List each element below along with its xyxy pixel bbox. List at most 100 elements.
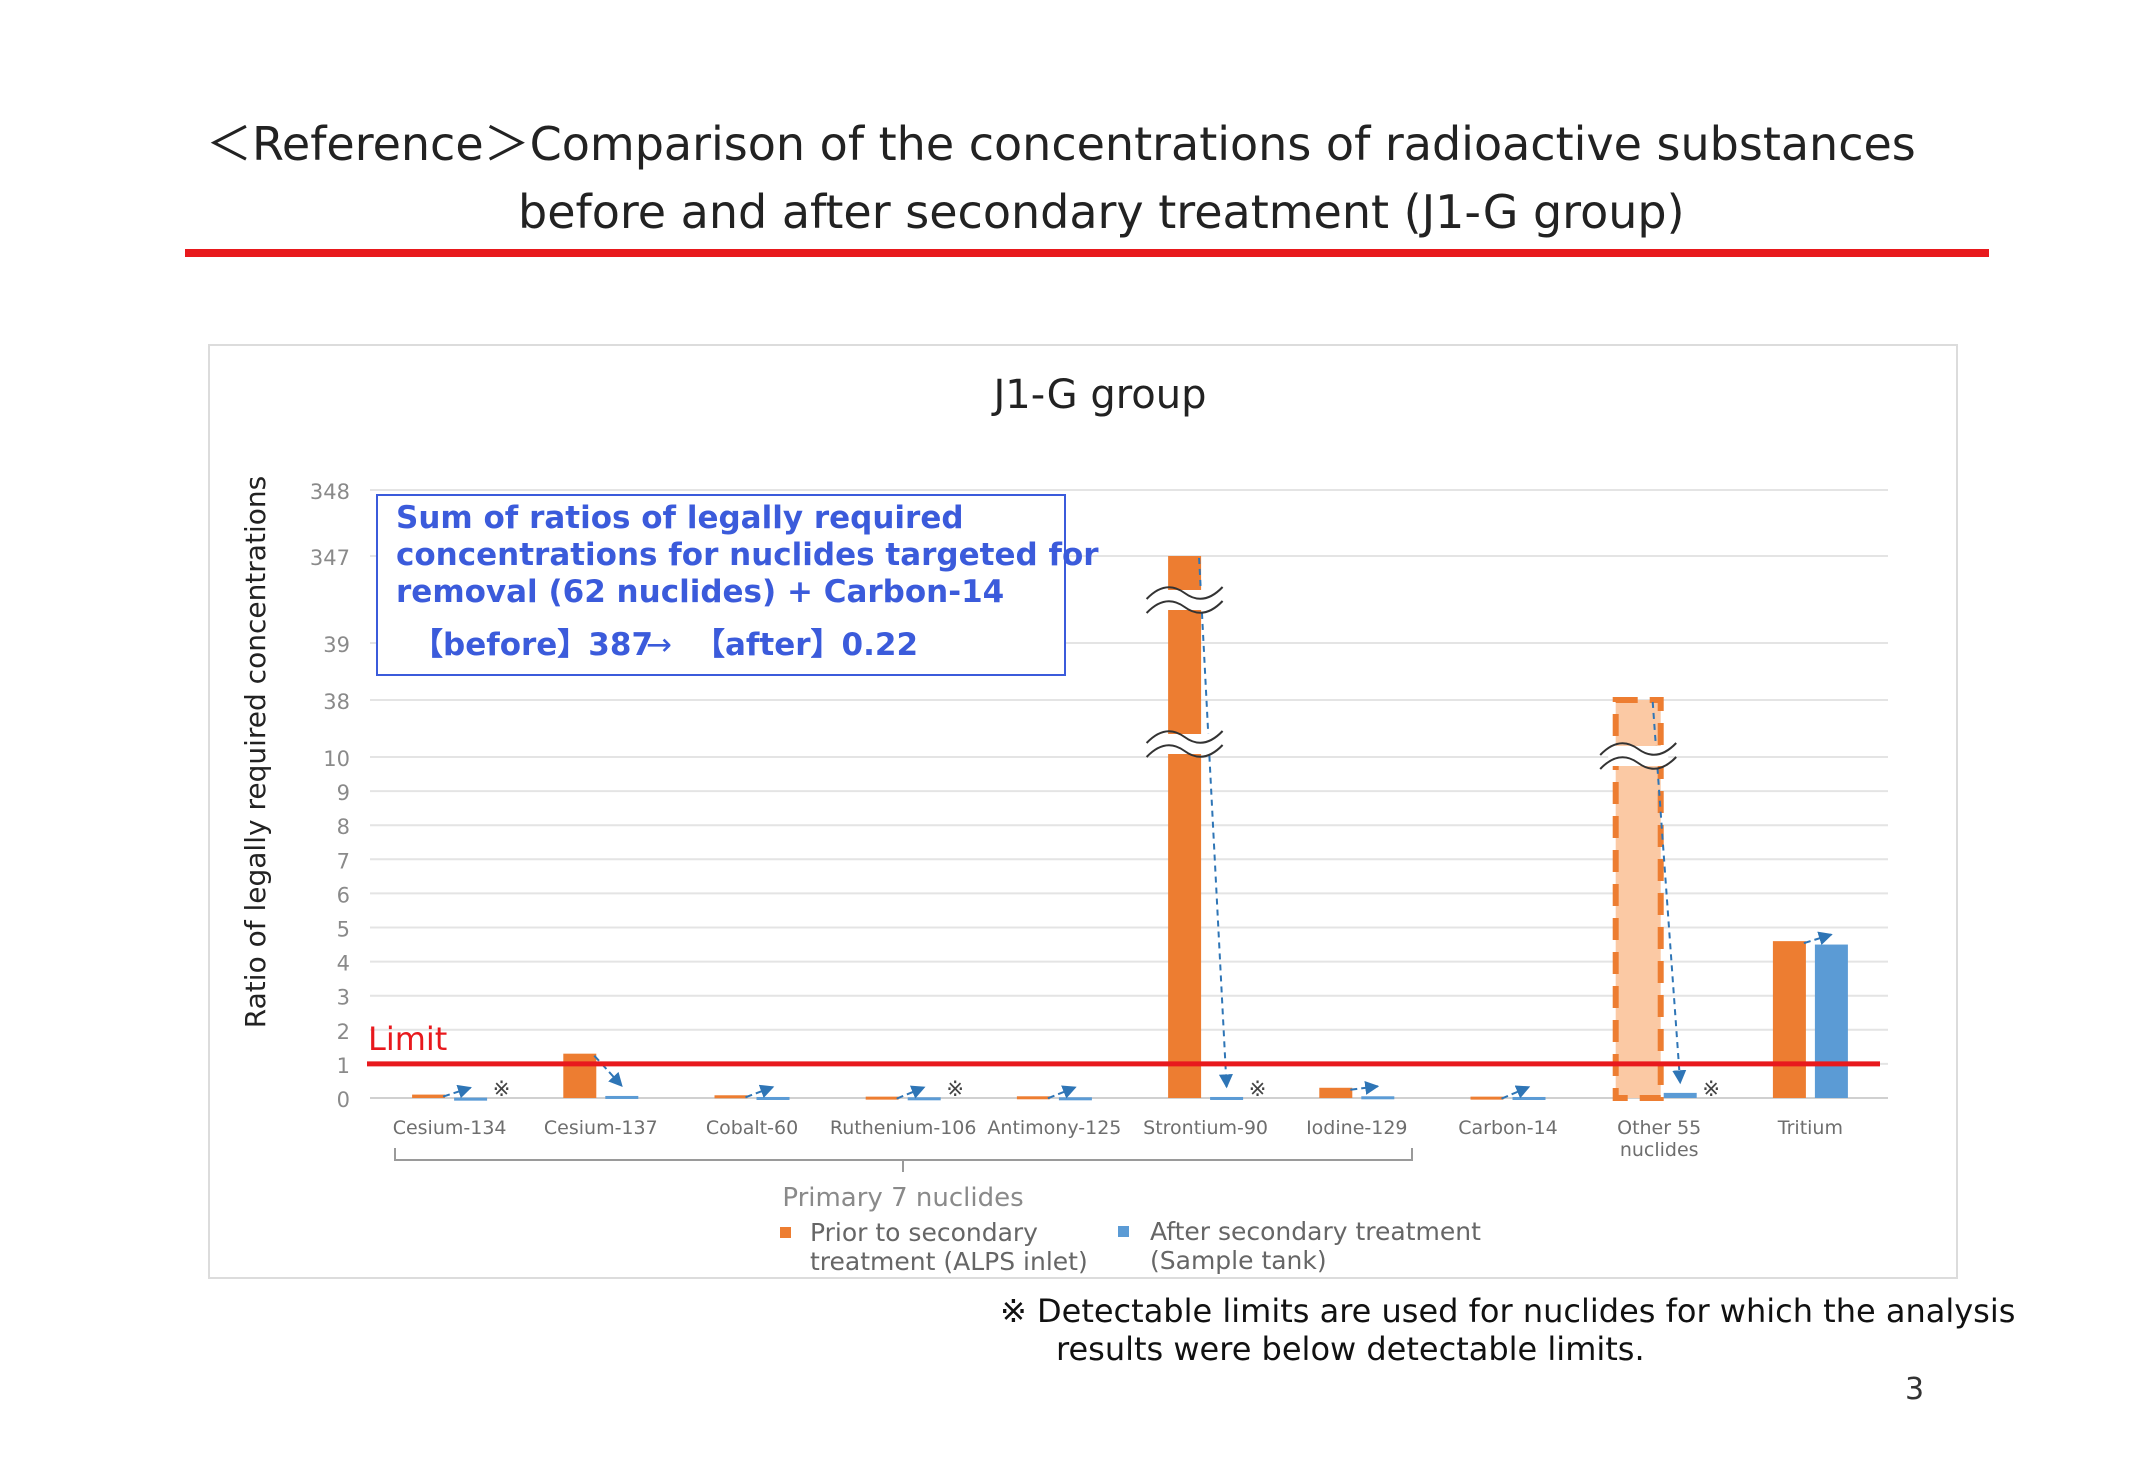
detection-limit-mark: ※ — [1702, 1077, 1720, 1101]
x-tick-label: Other 55 — [1617, 1117, 1701, 1139]
annotation-arrow: → — [646, 627, 672, 663]
slide-title: ＜Reference＞Comparison of the concentrati… — [206, 110, 2006, 246]
x-tick-label: Cesium-137 — [544, 1117, 658, 1139]
bar-after-cesium-134 — [454, 1097, 488, 1101]
axis-break-wave — [1145, 730, 1224, 744]
bar-before-other-55-nuclides — [1612, 697, 1664, 1101]
detection-limit-mark: ※ — [946, 1077, 964, 1101]
legend-swatch-after — [1118, 1226, 1129, 1237]
y-tick-label: 38 — [323, 690, 350, 714]
axis-break-mask — [1608, 746, 1669, 766]
axis-break-mask — [1154, 734, 1215, 754]
y-tick-label: 5 — [337, 918, 350, 942]
reduction-arrow-iodine-129 — [1350, 1080, 1380, 1095]
x-tick-label: Carbon-14 — [1458, 1117, 1557, 1139]
y-axis-label: Ratio of legally required concentrations — [239, 476, 272, 1028]
y-tick-label: 6 — [337, 883, 350, 907]
bar-before-antimony-125 — [1016, 1096, 1050, 1100]
bar-after-cobalt-60 — [756, 1096, 790, 1100]
bar-before-cesium-137 — [563, 1053, 597, 1098]
reduction-arrow-carbon-14 — [1501, 1085, 1531, 1100]
primary-nuclides-label: Primary 7 nuclides — [782, 1183, 1023, 1213]
y-tick-label: 3 — [337, 986, 350, 1010]
axis-break-wave — [1599, 742, 1677, 756]
axis-break-wave — [1145, 600, 1224, 614]
legend-before-line2: treatment (ALPS inlet) — [810, 1247, 1088, 1276]
bar-before-iodine-129 — [1319, 1087, 1353, 1098]
legend-swatch-before — [780, 1227, 791, 1238]
bar-after-other-55-nuclides — [1663, 1092, 1697, 1098]
y-tick-labels: 0 1 2 3 4 5 6 7 8 9 10 38 39 347 348 — [310, 480, 350, 1112]
reduction-arrow-cesium-134 — [442, 1084, 472, 1099]
y-tick-label: 10 — [323, 747, 350, 771]
reduction-arrow-antimony-125 — [1047, 1085, 1077, 1100]
slide-title-line2: before and after secondary treatment (J1… — [518, 185, 1685, 239]
annotation-box — [376, 494, 1066, 676]
bar-after-cesium-137 — [605, 1095, 639, 1099]
annotation-after: 【after】0.22 — [694, 627, 918, 663]
reduction-arrow-other-55-nuclides — [1651, 701, 1687, 1085]
y-tick-label: 0 — [337, 1088, 350, 1112]
bar-after-antimony-125 — [1058, 1097, 1092, 1101]
footnote-line1: Detectable limits are used for nuclides … — [1036, 1292, 2016, 1330]
detection-limit-mark: ※ — [493, 1077, 511, 1101]
y-tick-label: 2 — [337, 1020, 350, 1044]
x-tick-label: Ruthenium-106 — [830, 1117, 977, 1139]
page-number: 3 — [1905, 1372, 1925, 1407]
bar-after-iodine-129 — [1361, 1096, 1395, 1100]
reduction-arrow-ruthenium-106 — [896, 1085, 926, 1100]
legend-before-line1: Prior to secondary — [810, 1218, 1038, 1247]
y-tick-label: 348 — [310, 480, 350, 504]
bars — [412, 556, 1848, 1101]
x-tick-label: nuclides — [1620, 1139, 1699, 1161]
x-tick-label: Cesium-134 — [393, 1117, 507, 1139]
slide-title-line1: ＜Reference＞Comparison of the concentrati… — [206, 117, 1916, 171]
footnote: ※ Detectable limits are used for nuclide… — [1000, 1292, 2015, 1368]
detection-limit-mark: ※ — [1249, 1077, 1267, 1101]
annotation-before: 【before】387 — [412, 627, 653, 663]
bar-after-ruthenium-106 — [907, 1097, 941, 1101]
annotation-line3: removal (62 nuclides) + Carbon-14 — [396, 574, 1004, 610]
bar-before-cesium-134 — [412, 1094, 446, 1098]
chart-title: J1-G group — [990, 372, 1206, 418]
y-tick-label: 9 — [337, 781, 350, 805]
bar-before-carbon-14 — [1470, 1096, 1504, 1100]
legend-after-line1: After secondary treatment — [1150, 1217, 1481, 1246]
y-tick-label: 7 — [337, 849, 350, 873]
reduction-arrow-cobalt-60 — [745, 1084, 775, 1099]
axis-break-mask — [1154, 590, 1215, 610]
x-tick-label: Tritium — [1777, 1117, 1843, 1139]
reduction-arrow-strontium-90 — [1198, 557, 1233, 1089]
x-tick-label: Strontium-90 — [1143, 1117, 1268, 1139]
footnote-line2: results were below detectable limits. — [1056, 1330, 1645, 1368]
annotation-line1: Sum of ratios of legally required — [396, 500, 964, 536]
legend-after-line2: (Sample tank) — [1150, 1246, 1327, 1275]
bar-before-ruthenium-106 — [865, 1096, 899, 1100]
title-underline — [185, 249, 1989, 257]
y-tick-label: 4 — [337, 952, 350, 976]
y-tick-label: 347 — [310, 546, 350, 570]
bar-before-tritium — [1772, 941, 1806, 1098]
axis-break-wave — [1599, 756, 1677, 770]
y-tick-label: 8 — [337, 815, 350, 839]
axis-break-wave — [1145, 744, 1224, 758]
reduction-arrow-cesium-137 — [593, 1054, 623, 1087]
axis-break-wave — [1145, 586, 1224, 600]
annotation-line2: concentrations for nuclides targeted for — [396, 537, 1099, 573]
bar-after-tritium — [1814, 944, 1848, 1098]
limit-label: Limit — [368, 1020, 447, 1058]
y-tick-label: 1 — [337, 1054, 350, 1078]
x-tick-label: Iodine-129 — [1306, 1117, 1407, 1139]
x-tick-label: Antimony-125 — [987, 1117, 1121, 1139]
bar-after-strontium-90 — [1210, 1096, 1244, 1100]
reduction-arrow-tritium — [1803, 931, 1833, 945]
bar-before-cobalt-60 — [714, 1095, 748, 1099]
primary-nuclides-bracket — [394, 1148, 1413, 1172]
footnote-mark: ※ — [1000, 1292, 1027, 1330]
y-tick-label: 39 — [323, 633, 350, 657]
bar-after-carbon-14 — [1512, 1096, 1546, 1100]
bar-before-strontium-90 — [1168, 556, 1202, 1098]
x-tick-label: Cobalt-60 — [706, 1117, 798, 1139]
chart-annotations: Cesium-134 ※ Cesium-137 Cobalt-60 Ruthenium-… — [367, 557, 1880, 1161]
